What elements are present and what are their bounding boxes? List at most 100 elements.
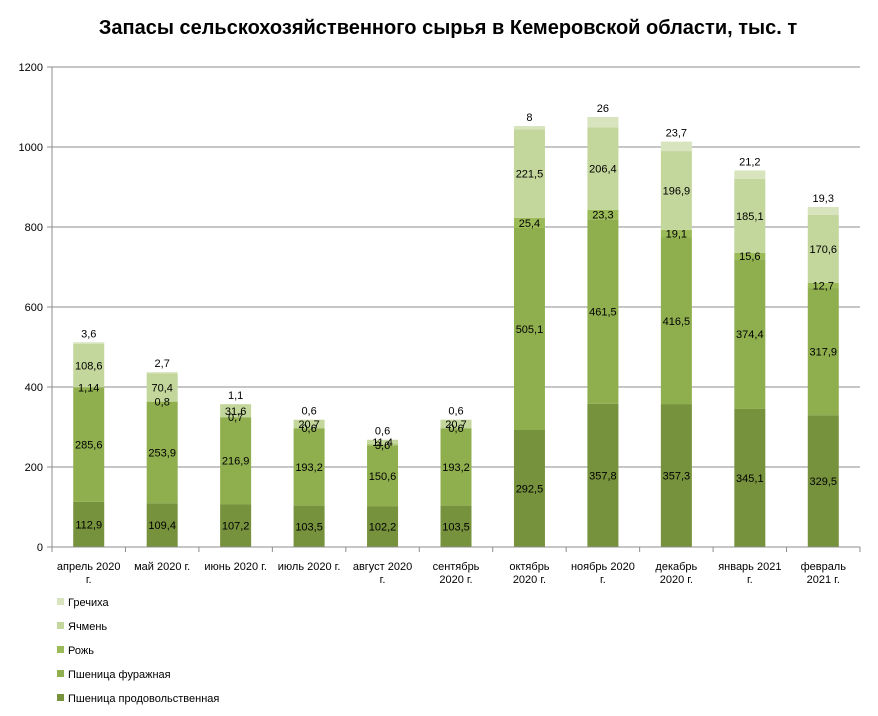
bar-segment: [660, 404, 692, 547]
x-tick-label: август 2020: [353, 561, 412, 573]
data-label: 0,6: [448, 423, 463, 435]
data-label: 0,8: [155, 397, 170, 409]
data-label: 20,7: [298, 419, 319, 431]
data-label: 357,3: [663, 471, 691, 483]
bar-segment: [807, 214, 839, 283]
x-tick-label: апрель 2020: [57, 561, 121, 573]
bar-segment: [660, 151, 692, 230]
bar-segment: [734, 178, 766, 253]
x-tick-label: г.: [747, 574, 753, 586]
data-label: 0,7: [228, 412, 243, 424]
bar-segment: [146, 503, 178, 547]
bar-segment: [734, 408, 766, 547]
bar-segment: [660, 237, 692, 405]
data-label: 103,5: [295, 521, 323, 533]
data-label: 216,9: [222, 456, 250, 468]
data-label: 170,6: [810, 244, 838, 256]
data-label: 23,7: [666, 128, 687, 140]
x-tick-label: сентябрь: [433, 561, 480, 573]
bar-segment: [513, 217, 545, 228]
data-label: 193,2: [442, 462, 470, 474]
data-label: 206,4: [589, 164, 617, 176]
data-label: 0,6: [448, 406, 463, 418]
bar-segment: [587, 127, 619, 210]
x-tick-label: ноябрь 2020: [571, 561, 635, 573]
data-label: 3,6: [81, 328, 96, 340]
legend-swatch: [57, 670, 64, 677]
bar-segment: [440, 419, 472, 429]
x-tick-label: октябрь: [509, 561, 549, 573]
bar-segment: [807, 415, 839, 547]
legend-label: Рожь: [68, 645, 94, 657]
x-tick-label: декабрь: [655, 561, 697, 573]
bar-segment: [440, 505, 472, 547]
legend-label: Ячмень: [68, 621, 107, 633]
bar-segment: [293, 505, 325, 547]
bar-segment: [807, 282, 839, 289]
y-tick-label: 0: [37, 542, 43, 554]
bar-segment: [367, 445, 399, 507]
bar-segment: [513, 129, 545, 218]
data-label: 292,5: [516, 484, 544, 496]
bar-segment: [293, 428, 325, 506]
data-label: 23,3: [592, 210, 613, 222]
legend-label: Пшеница продовольственная: [68, 693, 219, 705]
data-label: 196,9: [663, 185, 691, 197]
data-label: 317,9: [810, 347, 838, 359]
data-label: 102,2: [369, 522, 397, 534]
bar-segment: [734, 259, 766, 409]
data-label: 70,4: [151, 382, 172, 394]
y-tick-label: 600: [25, 302, 43, 314]
bar-segment: [513, 227, 545, 430]
bar-segment: [146, 373, 178, 402]
data-label: 1,14: [78, 382, 99, 394]
bar-segment: [587, 209, 619, 220]
bar-segment: [367, 444, 399, 446]
data-label: 0,6: [375, 426, 390, 438]
x-tick-label: 2020 г.: [660, 574, 693, 586]
x-tick-label: 2020 г.: [439, 574, 472, 586]
data-label: 505,1: [516, 324, 544, 336]
bar-segment: [587, 403, 619, 547]
chart-title: Запасы сельскохозяйственного сырья в Кем…: [99, 17, 798, 39]
x-tick-label: г.: [600, 574, 606, 586]
data-label: 461,5: [589, 307, 617, 319]
data-labels: 112,9 285,6 1,14 108,6 3,6 109,4 253,9 0,8 70,4 2…: [75, 103, 837, 534]
legend-label: Пшеница фуражная: [68, 669, 171, 681]
data-label: 357,8: [589, 470, 617, 482]
data-label: 285,6: [75, 440, 103, 452]
data-label: 31,6: [225, 406, 246, 418]
bar-segment: [587, 219, 619, 404]
bar-segment: [73, 387, 105, 502]
bar-segment: [220, 504, 252, 547]
data-label: 112,9: [75, 519, 102, 531]
bar-segment: [734, 170, 766, 179]
data-label: 19,1: [666, 229, 687, 241]
bar-segment: [367, 506, 399, 547]
y-tick-label: 400: [25, 382, 43, 394]
data-label: 185,1: [736, 211, 764, 223]
x-tick-label: февраль: [801, 561, 847, 573]
bar-segment: [807, 207, 839, 215]
bar-segment: [73, 342, 105, 344]
data-label: 0,6: [301, 423, 316, 435]
x-tick-label: 2021 г.: [807, 574, 840, 586]
bar-segment: [660, 141, 692, 152]
x-tick-label: январь 2021: [718, 561, 781, 573]
bar-segment: [513, 430, 545, 547]
legend-swatch: [57, 646, 64, 653]
y-tick-label: 800: [25, 222, 43, 234]
data-label: 20,7: [445, 419, 466, 431]
y-axis: 0 200 400 600 800 1000 1200: [19, 62, 53, 554]
data-label: 374,4: [736, 329, 764, 341]
data-label: 0,6: [301, 406, 316, 418]
x-tick-label: июль 2020 г.: [278, 561, 341, 573]
y-tick-label: 1200: [19, 62, 43, 74]
bar-segment: [146, 401, 178, 504]
bar-segment: [660, 229, 692, 238]
bars: [73, 117, 839, 547]
data-label: 21,2: [739, 156, 760, 168]
data-label: 109,4: [148, 520, 176, 532]
data-label: 150,6: [369, 471, 397, 483]
